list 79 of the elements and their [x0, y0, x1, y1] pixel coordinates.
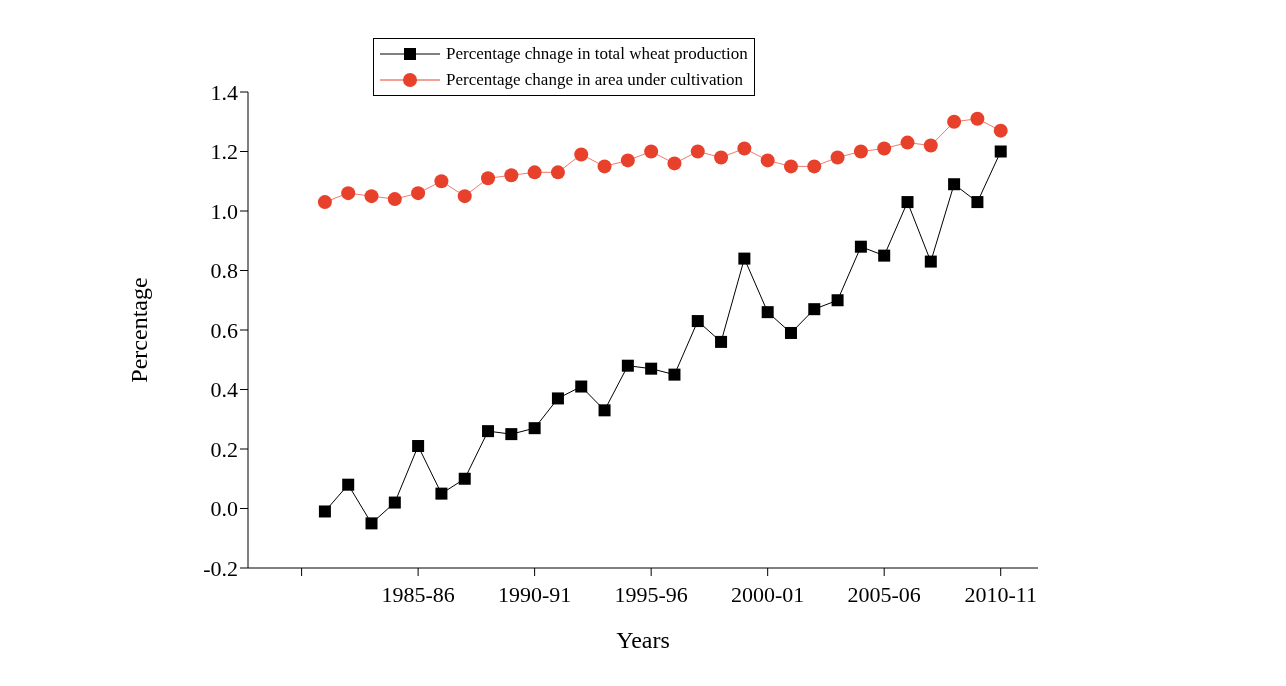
point [994, 145, 1007, 158]
point [761, 306, 774, 319]
y-tick-label: 1.4 [210, 79, 238, 105]
point [690, 144, 705, 159]
point [714, 150, 729, 165]
point [575, 380, 588, 393]
y-tick-label: 0.4 [210, 377, 238, 403]
point [457, 189, 472, 204]
y-tick-label: -0.2 [203, 555, 238, 581]
point [923, 138, 938, 153]
point [411, 186, 426, 201]
point [504, 168, 519, 183]
point [971, 196, 984, 209]
point [970, 111, 985, 126]
point [993, 123, 1008, 138]
point [667, 156, 682, 171]
point [783, 159, 798, 174]
point [853, 144, 868, 159]
point [784, 326, 797, 339]
x-tick-label: 1995-96 [614, 581, 688, 607]
point [551, 392, 564, 405]
point [900, 135, 915, 150]
point [808, 303, 821, 316]
point [924, 255, 937, 268]
point [760, 153, 775, 168]
point [854, 240, 867, 253]
point [434, 174, 449, 189]
point [387, 192, 402, 207]
point [715, 335, 728, 348]
y-tick-label: 1.0 [210, 198, 238, 224]
point [317, 195, 332, 210]
point [458, 472, 471, 485]
y-tick-label: 0.8 [210, 258, 238, 284]
point [505, 428, 518, 441]
point [435, 487, 448, 500]
point [597, 159, 612, 174]
point [831, 294, 844, 307]
point [738, 252, 751, 265]
point [341, 186, 356, 201]
point [691, 315, 704, 328]
point [528, 422, 541, 435]
x-tick-label: 2010-11 [964, 581, 1037, 607]
point [574, 147, 589, 162]
point [644, 144, 659, 159]
point [737, 141, 752, 156]
point [527, 165, 542, 180]
point [830, 150, 845, 165]
point [412, 440, 425, 453]
y-axis-title: Percentage [125, 277, 152, 383]
point [550, 165, 565, 180]
point [342, 478, 355, 491]
point [621, 359, 634, 372]
legend-label: Percentage change in area under cultivation [446, 69, 743, 91]
y-tick-label: 0.0 [210, 496, 238, 522]
point [482, 425, 495, 438]
point [365, 517, 378, 530]
point [878, 249, 891, 262]
point [598, 404, 611, 417]
point [318, 505, 331, 518]
point [668, 368, 681, 381]
point [901, 196, 914, 209]
point [620, 153, 635, 168]
legend-label: Percentage chnage in total wheat production [446, 43, 748, 65]
point [948, 178, 961, 191]
point [481, 171, 496, 186]
point [807, 159, 822, 174]
y-tick-label: 0.6 [210, 317, 238, 343]
x-tick-label: 2005-06 [847, 581, 921, 607]
point [947, 114, 962, 129]
point [388, 496, 401, 509]
y-tick-label: 1.2 [210, 139, 238, 165]
x-axis-title: Years [616, 627, 670, 653]
y-tick-label: 0.2 [210, 436, 238, 462]
point [364, 189, 379, 204]
x-tick-label: 1990-91 [497, 581, 572, 607]
x-tick-label: 1985-86 [381, 581, 455, 607]
x-tick-label: 2000-01 [731, 581, 805, 607]
point [645, 362, 658, 375]
point [877, 141, 892, 156]
